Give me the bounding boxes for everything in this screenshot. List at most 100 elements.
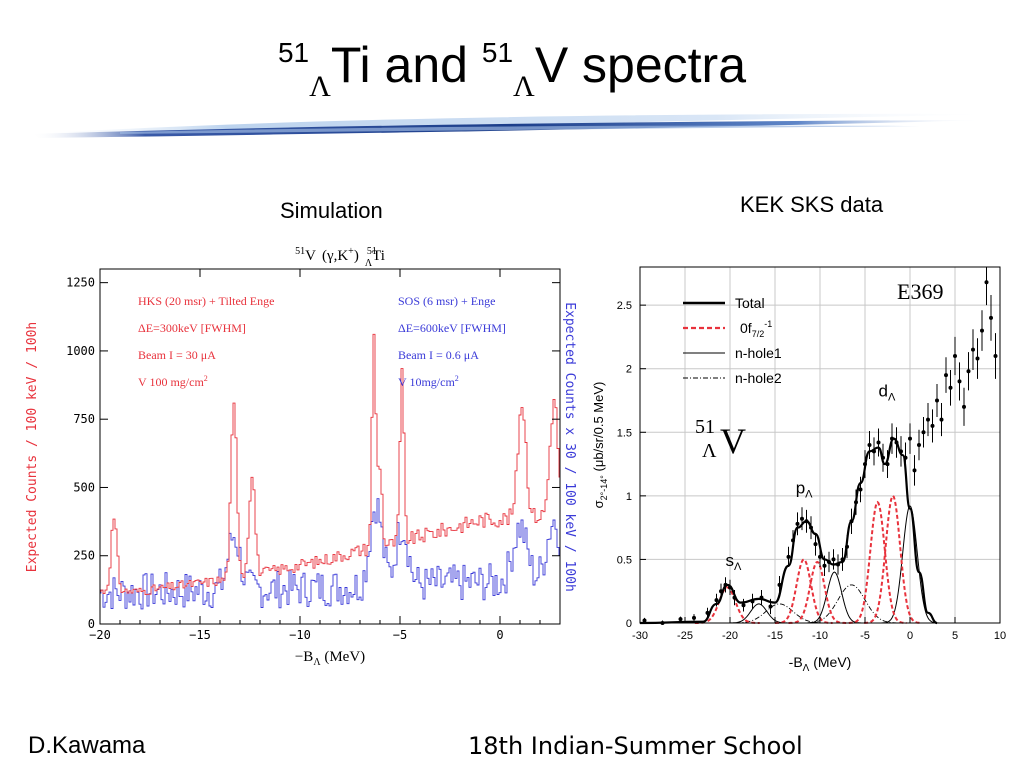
point-marker bbox=[777, 582, 782, 587]
point-marker bbox=[984, 280, 989, 285]
point-marker bbox=[926, 417, 930, 422]
sos-annotation-1: SOS (6 msr) + Enge bbox=[398, 294, 495, 308]
0f-curve bbox=[775, 558, 833, 624]
point-marker bbox=[867, 443, 872, 447]
data-point bbox=[809, 516, 813, 540]
sos-annotation-3: Beam I = 0.6 μA bbox=[398, 348, 479, 362]
data-point bbox=[845, 535, 849, 559]
data-point bbox=[858, 476, 863, 503]
kek-x-tick-label: -15 bbox=[767, 630, 783, 642]
data-point bbox=[786, 546, 791, 568]
point-marker bbox=[845, 544, 849, 549]
point-marker bbox=[768, 604, 773, 609]
point-marker bbox=[827, 559, 831, 564]
data-point bbox=[885, 450, 890, 479]
svg-text:51: 51 bbox=[695, 416, 715, 438]
data-point bbox=[849, 508, 854, 534]
kek-legend: Total 0f7/2-1 n-hole1 n-hole2 bbox=[683, 295, 782, 386]
point-marker bbox=[930, 423, 935, 428]
kek-y-ticks: 0 0.5 1 1.5 2 2.5 bbox=[617, 300, 646, 630]
sim-y-label: Expected Counts / 100 keV / 100h bbox=[25, 322, 40, 572]
kek-y-tick-label: 1 bbox=[626, 491, 632, 503]
point-marker bbox=[971, 347, 975, 352]
legend-total-label: Total bbox=[735, 295, 765, 311]
peak-label: sΛ bbox=[726, 551, 743, 573]
data-point bbox=[827, 551, 831, 573]
0f-curve bbox=[863, 494, 922, 624]
point-marker bbox=[962, 404, 966, 409]
kek-y-tick-label: 0.5 bbox=[617, 554, 632, 566]
data-point bbox=[881, 443, 885, 472]
data-point bbox=[800, 507, 804, 531]
data-point bbox=[714, 593, 719, 607]
point-marker bbox=[795, 521, 800, 526]
sos-annotation-4: V 10mg/cm2 bbox=[398, 374, 459, 389]
footer-school: 18th Indian-Summer School bbox=[468, 732, 803, 760]
data-point bbox=[840, 547, 845, 571]
sim-y-ticks: 0 250 500 750 1000 1250 bbox=[66, 276, 560, 631]
point-marker bbox=[818, 554, 822, 559]
data-point bbox=[723, 577, 728, 593]
svg-text:Λ: Λ bbox=[702, 440, 717, 462]
peak-label: pΛ bbox=[796, 478, 813, 500]
n-hole2-curve bbox=[797, 584, 906, 624]
sim-x-ticks: −20 −15 −10 −5 0 bbox=[89, 269, 561, 642]
point-marker bbox=[881, 455, 885, 460]
data-point bbox=[822, 555, 827, 576]
data-point bbox=[872, 437, 876, 466]
simulation-caption: Simulation bbox=[280, 198, 383, 223]
data-point bbox=[957, 362, 962, 401]
hks-annotations: HKS (20 msr) + Tilted Enge ΔE=300keV [FW… bbox=[138, 294, 274, 389]
data-point bbox=[741, 598, 746, 612]
kek-y-tick-label: 2.5 bbox=[617, 300, 632, 312]
hks-histogram bbox=[100, 333, 560, 596]
point-marker bbox=[890, 436, 894, 441]
kek-x-tick-label: -5 bbox=[860, 630, 870, 642]
sim-y-tick-label: 250 bbox=[73, 549, 95, 563]
point-marker bbox=[804, 519, 809, 524]
footer-author: D.Kawama bbox=[28, 732, 146, 759]
data-point bbox=[926, 403, 930, 437]
point-marker bbox=[953, 354, 957, 358]
simulation-chart: 51V (γ,K+) 51 ΛTi −20 −15 −10 −5 0 0 250 500 750 10… bbox=[25, 246, 577, 668]
sim-plot-frame bbox=[99, 268, 561, 625]
legend-hole2-label: n-hole2 bbox=[735, 370, 782, 386]
n-hole1-curve bbox=[726, 603, 792, 624]
data-point bbox=[962, 387, 966, 426]
point-marker bbox=[944, 373, 948, 378]
data-point bbox=[818, 546, 822, 568]
data-point bbox=[908, 423, 912, 454]
data-point bbox=[804, 509, 809, 533]
data-point bbox=[948, 369, 953, 406]
sos-histogram bbox=[100, 498, 560, 610]
kek-y-tick-label: 0 bbox=[626, 618, 632, 630]
data-point bbox=[953, 336, 957, 376]
kek-y-label: σ2°-14° (μb/sr/0.5 MeV) bbox=[591, 382, 609, 509]
data-point bbox=[966, 352, 971, 391]
kek-x-tick-label: -10 bbox=[812, 630, 828, 642]
title-sub-b: Λ bbox=[513, 70, 535, 103]
data-point bbox=[759, 589, 764, 606]
point-marker bbox=[692, 615, 696, 620]
point-marker bbox=[786, 554, 791, 559]
data-point bbox=[642, 617, 647, 623]
point-marker bbox=[705, 610, 710, 615]
data-point bbox=[867, 431, 872, 459]
title-mass-b: 51 bbox=[481, 37, 514, 68]
data-point bbox=[813, 532, 818, 556]
point-marker bbox=[741, 603, 746, 608]
point-marker bbox=[903, 455, 908, 460]
hks-annotation-4: V 100 mg/cm2 bbox=[138, 374, 208, 389]
kek-x-tick-label: -30 bbox=[632, 630, 648, 642]
data-point bbox=[750, 593, 755, 610]
kek-chart: -30 -25 -20 -15 -10 -5 0 5 10 0 0.5 1 1.5 2 2.5 Total… bbox=[591, 266, 1006, 674]
hks-series bbox=[100, 333, 560, 596]
sim-x-label: −BΛ (MeV) bbox=[295, 649, 365, 668]
legend-hole1-label: n-hole1 bbox=[735, 345, 782, 361]
point-marker bbox=[908, 436, 912, 441]
0f-curve bbox=[848, 500, 907, 624]
point-marker bbox=[822, 563, 827, 568]
kek-caption: KEK SKS data bbox=[740, 192, 884, 217]
sim-x-tick-label: −5 bbox=[393, 628, 407, 642]
kek-x-tick-label: -20 bbox=[722, 630, 738, 642]
